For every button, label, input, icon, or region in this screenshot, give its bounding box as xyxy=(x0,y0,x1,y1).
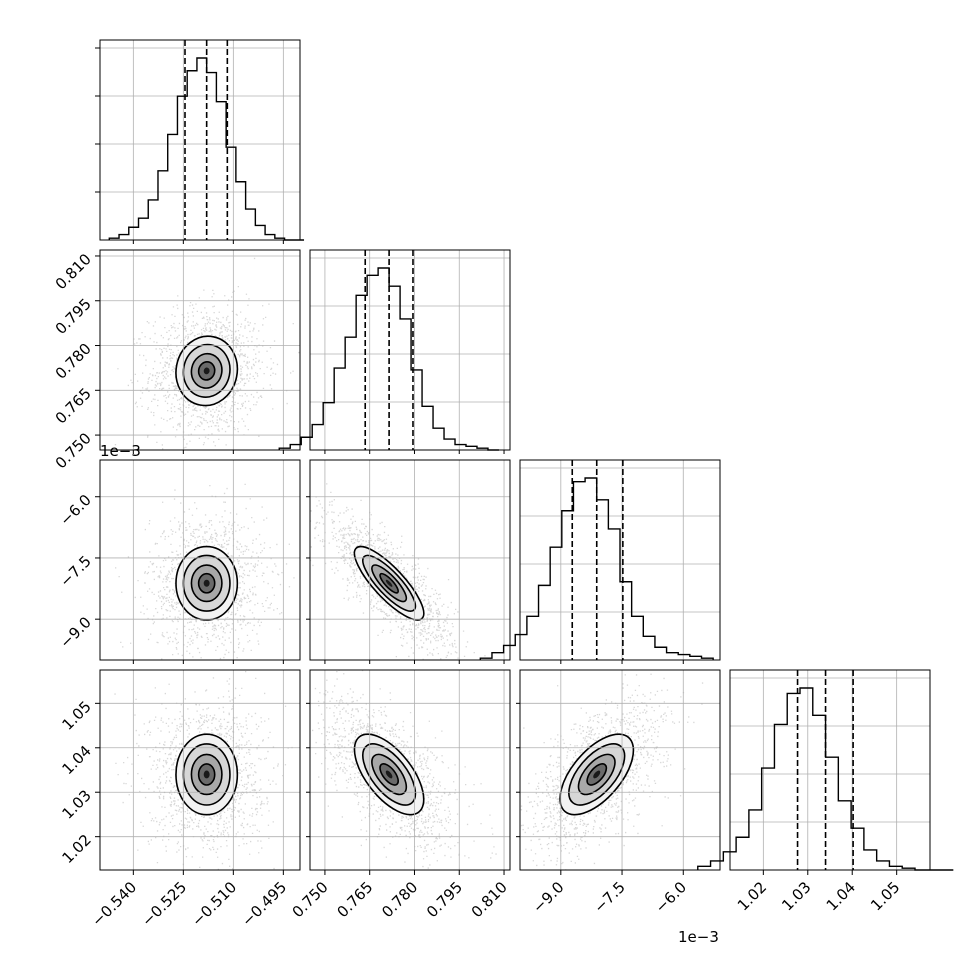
y-tick-label: 0.795 xyxy=(52,295,95,338)
x-tick-label: −0.525 xyxy=(138,878,190,930)
panel-frame xyxy=(729,669,931,871)
panel-content xyxy=(100,670,300,870)
density-contour xyxy=(385,579,393,587)
histogram-0 xyxy=(95,39,305,241)
x-tick-label: −0.540 xyxy=(88,878,140,930)
histogram-steps xyxy=(108,57,305,241)
y-tick-label: 1.03 xyxy=(58,786,94,822)
y-tick-label: 1.05 xyxy=(58,697,94,733)
density-contour xyxy=(203,770,210,779)
panel-frame xyxy=(309,249,511,451)
y-offset-label: 1e−3 xyxy=(100,442,141,460)
panel-content xyxy=(520,670,720,870)
y-tick-label: 0.780 xyxy=(52,340,95,383)
scatter-points xyxy=(310,483,486,660)
panel-frame xyxy=(519,459,721,661)
histogram-1 xyxy=(278,249,511,451)
panel-content xyxy=(100,460,300,660)
y-tick-label: 0.750 xyxy=(52,429,95,472)
x-offset-label: 1e−3 xyxy=(678,928,719,946)
x-tick-label: −9.0 xyxy=(529,878,567,916)
panel-3-2 xyxy=(519,669,721,871)
y-tick-label: 0.765 xyxy=(52,384,95,427)
x-tick-label: 0.810 xyxy=(468,878,511,921)
panel-2-1 xyxy=(309,459,511,661)
y-tick-label: −6.0 xyxy=(56,491,94,529)
y-tick-label: 1.02 xyxy=(58,831,94,867)
x-tick-label: 0.765 xyxy=(333,878,376,921)
x-tick-label: −0.495 xyxy=(238,878,290,930)
histogram-3 xyxy=(697,669,954,871)
x-tick-label: 0.780 xyxy=(378,878,421,921)
x-tick-label: 0.750 xyxy=(289,878,332,921)
density-contour xyxy=(203,367,210,375)
density-contour xyxy=(385,770,393,779)
panel-content xyxy=(310,460,510,660)
x-tick-label: 1.04 xyxy=(823,878,859,914)
panel-2-0 xyxy=(99,459,301,661)
y-tick-label: 0.810 xyxy=(52,250,95,293)
histogram-steps xyxy=(697,687,954,871)
panel-frame xyxy=(99,669,301,871)
panel-content xyxy=(310,670,510,870)
panel-content xyxy=(100,250,300,450)
panel-1-0 xyxy=(99,249,301,451)
panel-frame xyxy=(309,669,511,871)
panel-frame xyxy=(99,459,301,661)
y-tick-label: 1.04 xyxy=(58,742,94,778)
histogram-2 xyxy=(479,459,721,661)
density-contour xyxy=(203,579,210,587)
x-tick-label: 1.03 xyxy=(778,878,814,914)
panel-frame xyxy=(99,249,301,451)
x-tick-label: −0.510 xyxy=(188,878,240,930)
x-tick-label: 1.02 xyxy=(734,878,770,914)
panel-frame xyxy=(99,39,301,241)
scatter-points xyxy=(312,670,497,870)
y-tick-label: −7.5 xyxy=(56,552,94,590)
x-tick-label: −6.0 xyxy=(652,878,690,916)
panel-3-0 xyxy=(99,669,301,871)
panel-3-1 xyxy=(309,669,511,871)
y-tick-label: −9.0 xyxy=(56,613,94,651)
density-contour xyxy=(593,770,601,779)
x-tick-label: 0.795 xyxy=(423,878,466,921)
x-tick-label: 1.05 xyxy=(867,878,903,914)
panel-frame xyxy=(519,669,721,871)
panel-frame xyxy=(309,459,511,661)
x-tick-label: −7.5 xyxy=(590,878,628,916)
